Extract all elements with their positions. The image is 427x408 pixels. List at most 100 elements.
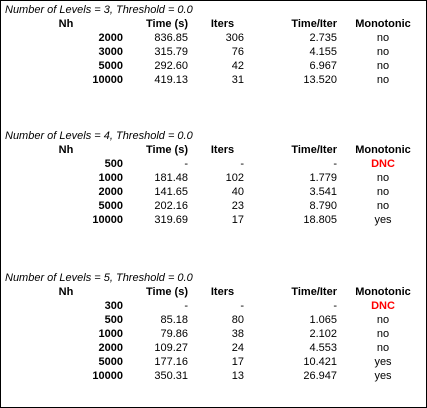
table-row: 2000 141.65 40 3.541 no (1, 185, 426, 199)
table-row: 10000 350.31 13 26.947 yes (1, 369, 426, 383)
table-row: 1000 181.48 102 1.779 no (1, 171, 426, 185)
cell-monotonic: yes (374, 370, 392, 382)
header-iters: Iters (210, 18, 235, 30)
cell-time-iter: 3.541 (309, 186, 337, 198)
cell-iters: 17 (231, 356, 244, 368)
header-time-iter: Time/Iter (291, 286, 337, 298)
header-monotonic: Monotonic (355, 286, 411, 298)
cell-time: 315.79 (154, 46, 188, 58)
table-header-row: Nh Time (s) Iters Time/Iter Monotonic (1, 143, 426, 157)
cell-time: 109.27 (154, 342, 188, 354)
table-row: 500 85.18 80 1.065 no (1, 313, 426, 327)
cell-monotonic: no (376, 328, 390, 340)
table-row: 3000 315.79 76 4.155 no (1, 45, 426, 59)
table-row: 2000 836.85 306 2.735 no (1, 31, 426, 45)
cell-monotonic: no (376, 46, 390, 58)
cell-nh: 5000 (98, 356, 123, 368)
cell-iters: 76 (231, 46, 244, 58)
cell-nh: 5000 (98, 60, 123, 72)
table-row: 5000 292.60 42 6.967 no (1, 59, 426, 73)
cell-time-iter: 26.947 (303, 370, 337, 382)
table-row: 500 - - - DNC (1, 157, 426, 171)
cell-time-iter: 6.967 (309, 60, 337, 72)
header-monotonic: Monotonic (355, 18, 411, 30)
cell-monotonic: no (376, 32, 390, 44)
table-row: 10000 419.13 31 13.520 no (1, 73, 426, 87)
cell-nh: 500 (104, 158, 123, 170)
table-row: 10000 319.69 17 18.805 yes (1, 213, 426, 227)
cell-nh: 2000 (98, 186, 123, 198)
cell-time: 181.48 (154, 172, 188, 184)
cell-time: 141.65 (154, 186, 188, 198)
header-monotonic: Monotonic (355, 144, 411, 156)
table-caption: Number of Levels = 4, Threshold = 0.0 (5, 130, 193, 142)
header-time-iter: Time/Iter (291, 18, 337, 30)
table-header-row: Nh Time (s) Iters Time/Iter Monotonic (1, 17, 426, 31)
cell-iters: 31 (231, 74, 244, 86)
table-caption-row: Number of Levels = 4, Threshold = 0.0 (1, 129, 426, 143)
cell-time: 177.16 (154, 356, 188, 368)
cell-iters: 24 (231, 342, 244, 354)
cell-monotonic: yes (374, 214, 392, 226)
table-row: 5000 177.16 17 10.421 yes (1, 355, 426, 369)
cell-nh: 500 (104, 314, 123, 326)
cell-monotonic: DNC (371, 300, 395, 312)
cell-iters: - (240, 158, 244, 170)
header-time: Time (s) (146, 18, 188, 30)
header-time-iter: Time/Iter (291, 144, 337, 156)
cell-time-iter: 18.805 (303, 214, 337, 226)
cell-monotonic: no (376, 342, 390, 354)
cell-time-iter: 4.155 (309, 46, 337, 58)
header-time: Time (s) (146, 286, 188, 298)
cell-iters: 13 (231, 370, 244, 382)
cell-time: 79.86 (160, 328, 188, 340)
table-row: 2000 109.27 24 4.553 no (1, 341, 426, 355)
table-row: 5000 202.16 23 8.790 no (1, 199, 426, 213)
cell-iters: 306 (225, 32, 244, 44)
table-caption: Number of Levels = 5, Threshold = 0.0 (5, 272, 193, 284)
cell-nh: 10000 (92, 74, 123, 86)
table-row: 300 - - - DNC (1, 299, 426, 313)
cell-iters: 17 (231, 214, 244, 226)
cell-iters: - (240, 300, 244, 312)
cell-time: 319.69 (154, 214, 188, 226)
cell-time: 85.18 (160, 314, 188, 326)
cell-nh: 300 (104, 300, 123, 312)
cell-iters: 42 (231, 60, 244, 72)
cell-nh: 3000 (98, 46, 123, 58)
cell-iters: 38 (231, 328, 244, 340)
table-caption: Number of Levels = 3, Threshold = 0.0 (5, 4, 193, 16)
cell-time-iter: 1.779 (309, 172, 337, 184)
cell-monotonic: no (376, 74, 390, 86)
cell-iters: 40 (231, 186, 244, 198)
cell-time-iter: 1.065 (309, 314, 337, 326)
cell-time-iter: 8.790 (309, 200, 337, 212)
cell-time: 419.13 (154, 74, 188, 86)
cell-time-iter: - (333, 158, 337, 170)
cell-monotonic: DNC (371, 158, 395, 170)
cell-nh: 10000 (92, 214, 123, 226)
cell-monotonic: yes (374, 356, 392, 368)
cell-monotonic: no (376, 314, 390, 326)
cell-nh: 2000 (98, 32, 123, 44)
cell-monotonic: no (376, 172, 390, 184)
cell-time: 836.85 (154, 32, 188, 44)
cell-monotonic: no (376, 200, 390, 212)
header-iters: Iters (210, 286, 235, 298)
cell-nh: 5000 (98, 200, 123, 212)
cell-iters: 102 (225, 172, 244, 184)
cell-time: - (184, 300, 188, 312)
cell-nh: 10000 (92, 370, 123, 382)
cell-nh: 1000 (98, 328, 123, 340)
cell-time: - (184, 158, 188, 170)
cell-time-iter: 10.421 (303, 356, 337, 368)
cell-nh: 2000 (98, 342, 123, 354)
cell-time-iter: 4.553 (309, 342, 337, 354)
cell-time: 292.60 (154, 60, 188, 72)
header-time: Time (s) (146, 144, 188, 156)
table-caption-row: Number of Levels = 3, Threshold = 0.0 (1, 3, 426, 17)
header-nh: Nh (58, 286, 74, 298)
table-header-row: Nh Time (s) Iters Time/Iter Monotonic (1, 285, 426, 299)
cell-time-iter: 2.735 (309, 32, 337, 44)
